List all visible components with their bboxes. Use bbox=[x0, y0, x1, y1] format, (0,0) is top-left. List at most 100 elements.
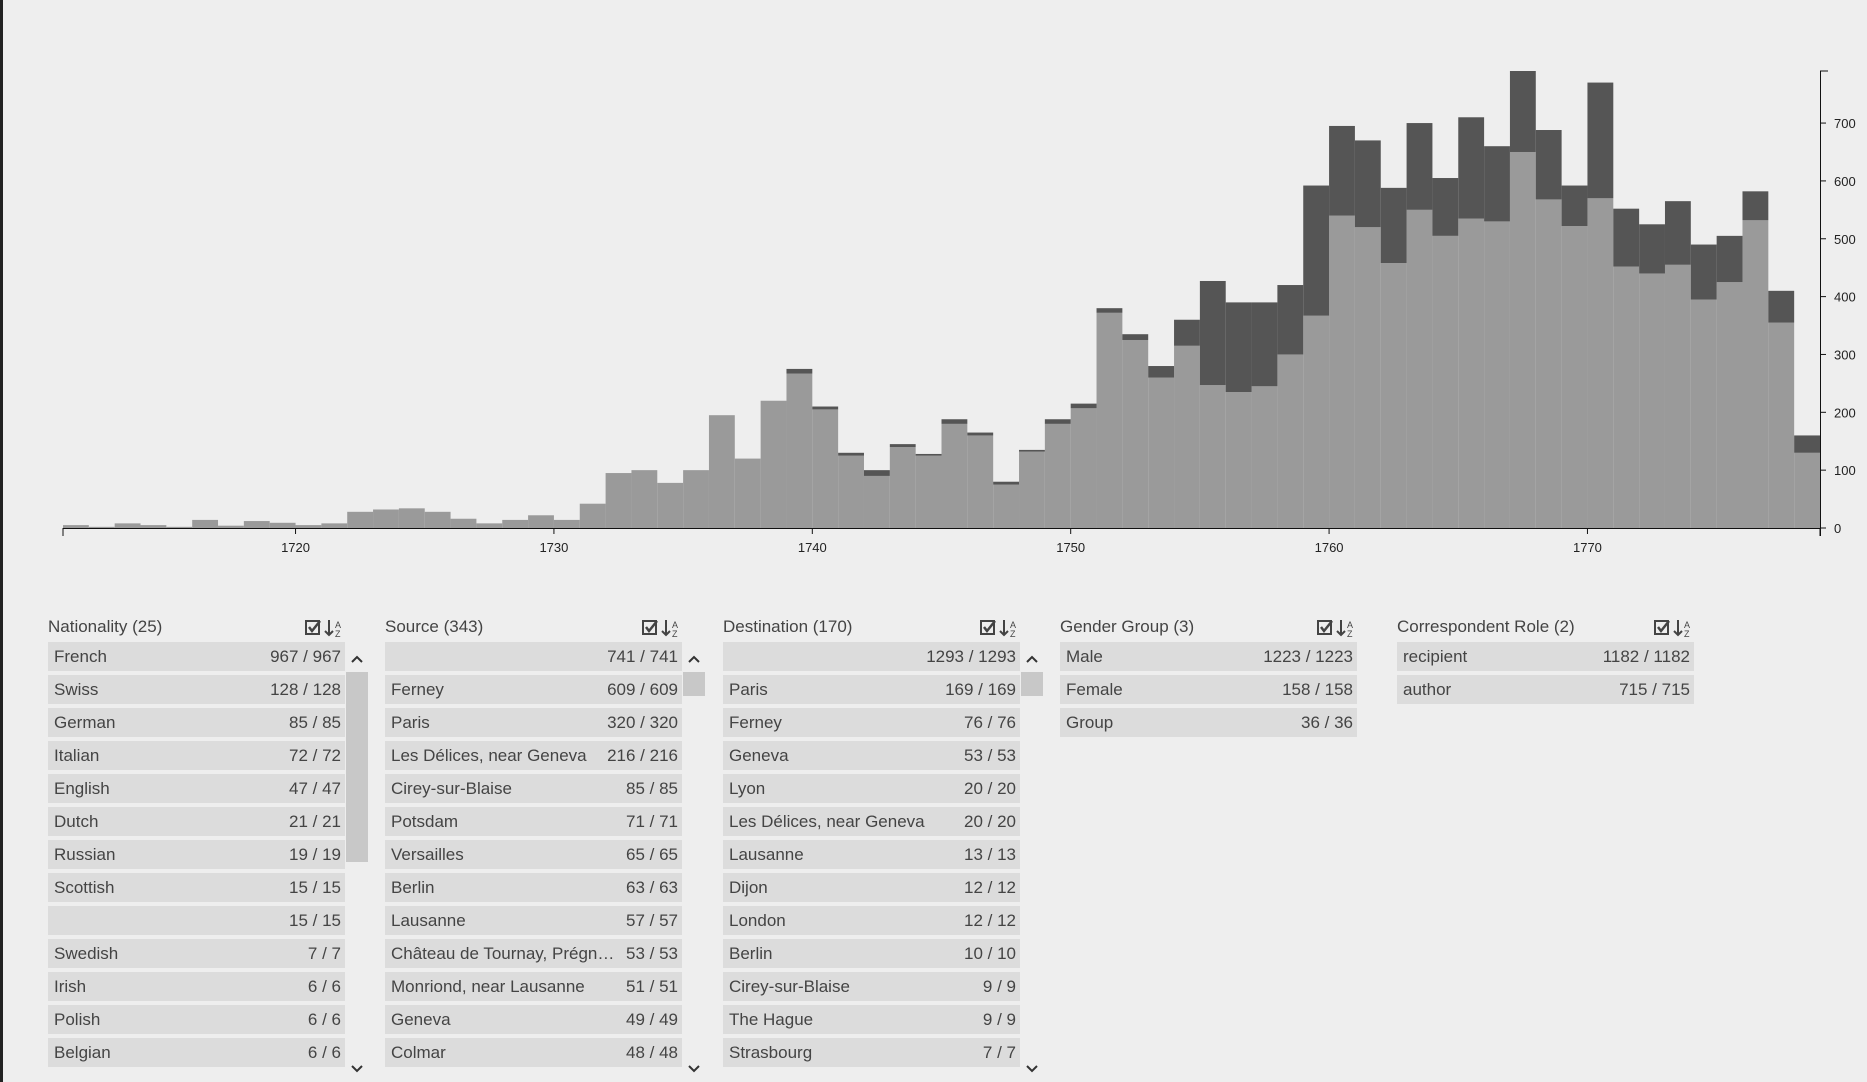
facet-label: Female bbox=[1066, 680, 1123, 699]
facet-label: Geneva bbox=[391, 1010, 451, 1029]
facet-row[interactable]: Cirey-sur-Blaise 9 / 9 bbox=[723, 972, 1020, 1001]
facet-row[interactable]: Geneva 49 / 49 bbox=[385, 1005, 682, 1034]
facet-row[interactable]: English 47 / 47 bbox=[48, 774, 345, 803]
facet-panel: Destination (170) A Z 1293 / 1293 Paris 169 /… bbox=[723, 612, 1043, 1073]
facet-row[interactable]: French 967 / 967 bbox=[48, 642, 345, 671]
facet-row[interactable]: Ferney 76 / 76 bbox=[723, 708, 1020, 737]
bar-segment bbox=[1044, 419, 1071, 424]
scrollbar[interactable] bbox=[345, 650, 370, 1080]
facet-row[interactable]: author 715 / 715 bbox=[1397, 675, 1694, 704]
facet-row[interactable]: Geneva 53 / 53 bbox=[723, 741, 1020, 770]
facet-row[interactable]: Polish 6 / 6 bbox=[48, 1005, 345, 1034]
scrollbar[interactable] bbox=[345, 650, 370, 1080]
bar-segment bbox=[1380, 187, 1407, 264]
facet-row[interactable]: Versailles 65 / 65 bbox=[385, 840, 682, 869]
facet-row[interactable]: Cirey-sur-Blaise 85 / 85 bbox=[385, 774, 682, 803]
facet-row[interactable]: Group 36 / 36 bbox=[1060, 708, 1357, 737]
scrollbar[interactable] bbox=[1020, 650, 1045, 1080]
facet-row[interactable]: The Hague 9 / 9 bbox=[723, 1005, 1020, 1034]
bar-segment bbox=[1509, 71, 1536, 152]
facet-row[interactable]: Irish 6 / 6 bbox=[48, 972, 345, 1001]
scrollbar[interactable] bbox=[1020, 650, 1045, 1080]
bar-segment bbox=[114, 523, 141, 528]
facet-row[interactable]: Les Délices, near Geneva 20 / 20 bbox=[723, 807, 1020, 836]
facet-row[interactable]: Berlin 10 / 10 bbox=[723, 939, 1020, 968]
facet-row[interactable]: German 85 / 85 bbox=[48, 708, 345, 737]
bar-segment bbox=[1329, 125, 1355, 216]
facet-row[interactable]: Swiss 128 / 128 bbox=[48, 675, 345, 704]
facet-count: 128 / 128 bbox=[270, 680, 341, 699]
facet-row[interactable]: Château de Tournay, Prégn… 53 / 53 bbox=[385, 939, 682, 968]
facet-row[interactable]: recipient 1182 / 1182 bbox=[1397, 642, 1694, 671]
facet-row[interactable]: Italian 72 / 72 bbox=[48, 741, 345, 770]
facet-count: 57 / 57 bbox=[626, 911, 678, 930]
bar-segment bbox=[863, 475, 890, 528]
facet-icons[interactable]: AZ bbox=[1317, 618, 1357, 639]
facet-row[interactable]: Dijon 12 / 12 bbox=[723, 873, 1020, 902]
facet-row[interactable]: Monriond, near Lausanne 51 / 51 bbox=[385, 972, 682, 1001]
facet-label: Colmar bbox=[391, 1043, 446, 1062]
facet-row[interactable]: Female 158 / 158 bbox=[1060, 675, 1357, 704]
x-tick-label: 1740 bbox=[798, 540, 827, 555]
facet-row[interactable]: Potsdam 71 / 71 bbox=[385, 807, 682, 836]
facet-title: Source (343) bbox=[385, 617, 484, 636]
facet-row[interactable]: 15 / 15 bbox=[48, 906, 345, 935]
facet-row[interactable]: 741 / 741 bbox=[385, 642, 682, 671]
facet-row[interactable]: Colmar 48 / 48 bbox=[385, 1038, 682, 1067]
facet-count: 15 / 15 bbox=[289, 911, 341, 930]
facet-row[interactable]: London 12 / 12 bbox=[723, 906, 1020, 935]
bar-segment bbox=[1199, 385, 1226, 528]
scrollbar[interactable] bbox=[682, 650, 707, 1080]
facet-row[interactable]: Strasbourg 7 / 7 bbox=[723, 1038, 1020, 1067]
bar-segment bbox=[1329, 215, 1355, 529]
y-tick-label: 400 bbox=[1834, 290, 1856, 305]
bar-segment bbox=[786, 368, 813, 374]
facet-row[interactable]: Russian 19 / 19 bbox=[48, 840, 345, 869]
x-tick-label: 1720 bbox=[281, 540, 310, 555]
facet-row[interactable]: Paris 320 / 320 bbox=[385, 708, 682, 737]
facet-count: 1182 / 1182 bbox=[1602, 647, 1690, 666]
facet-panel: Source (343) A Z 741 / 741 Ferney 609 / 609 Pa… bbox=[385, 612, 705, 1073]
bar-segment bbox=[1794, 452, 1820, 528]
facet-row[interactable]: Ferney 609 / 609 bbox=[385, 675, 682, 704]
bar-segment bbox=[1019, 451, 1045, 528]
facet-label: London bbox=[729, 911, 786, 930]
facet-count: 47 / 47 bbox=[289, 779, 341, 798]
facet-count: 12 / 12 bbox=[964, 878, 1016, 897]
facet-count: 76 / 76 bbox=[964, 713, 1016, 732]
facet-icons[interactable]: AZ bbox=[1654, 618, 1694, 639]
facet-row[interactable]: Scottish 15 / 15 bbox=[48, 873, 345, 902]
svg-text:A: A bbox=[1347, 620, 1353, 630]
facet-count: 20 / 20 bbox=[964, 812, 1016, 831]
facet-panel: Gender Group (3) A Z Male 1223 / 1223 Female 1… bbox=[1060, 612, 1357, 741]
svg-text:A: A bbox=[672, 620, 678, 630]
facet-row[interactable]: Swedish 7 / 7 bbox=[48, 939, 345, 968]
facet-row[interactable]: Lausanne 13 / 13 bbox=[723, 840, 1020, 869]
facet-row[interactable]: Male 1223 / 1223 bbox=[1060, 642, 1357, 671]
facet-row[interactable]: Berlin 63 / 63 bbox=[385, 873, 682, 902]
bar-segment bbox=[889, 447, 916, 528]
facet-label: Lausanne bbox=[729, 845, 804, 864]
x-tick-label: 1730 bbox=[539, 540, 568, 555]
facet-row[interactable]: Les Délices, near Geneva 216 / 216 bbox=[385, 741, 682, 770]
facet-row[interactable]: Belgian 6 / 6 bbox=[48, 1038, 345, 1067]
facet-row[interactable]: Lausanne 57 / 57 bbox=[385, 906, 682, 935]
facet-row[interactable]: Paris 169 / 169 bbox=[723, 675, 1020, 704]
facet-icons[interactable]: AZ bbox=[305, 618, 345, 639]
facet-icons[interactable]: AZ bbox=[980, 618, 1020, 639]
facet-row[interactable]: Lyon 20 / 20 bbox=[723, 774, 1020, 803]
facet-row[interactable]: Dutch 21 / 21 bbox=[48, 807, 345, 836]
bar-segment bbox=[1639, 273, 1665, 528]
bar-segment bbox=[812, 409, 839, 528]
x-tick-label: 1750 bbox=[1056, 540, 1085, 555]
facet-label: Scottish bbox=[54, 878, 115, 897]
facet-label: author bbox=[1403, 680, 1452, 699]
facet-icons[interactable]: AZ bbox=[642, 618, 682, 639]
scrollbar[interactable] bbox=[682, 650, 707, 1080]
facet-row[interactable]: 1293 / 1293 bbox=[723, 642, 1020, 671]
